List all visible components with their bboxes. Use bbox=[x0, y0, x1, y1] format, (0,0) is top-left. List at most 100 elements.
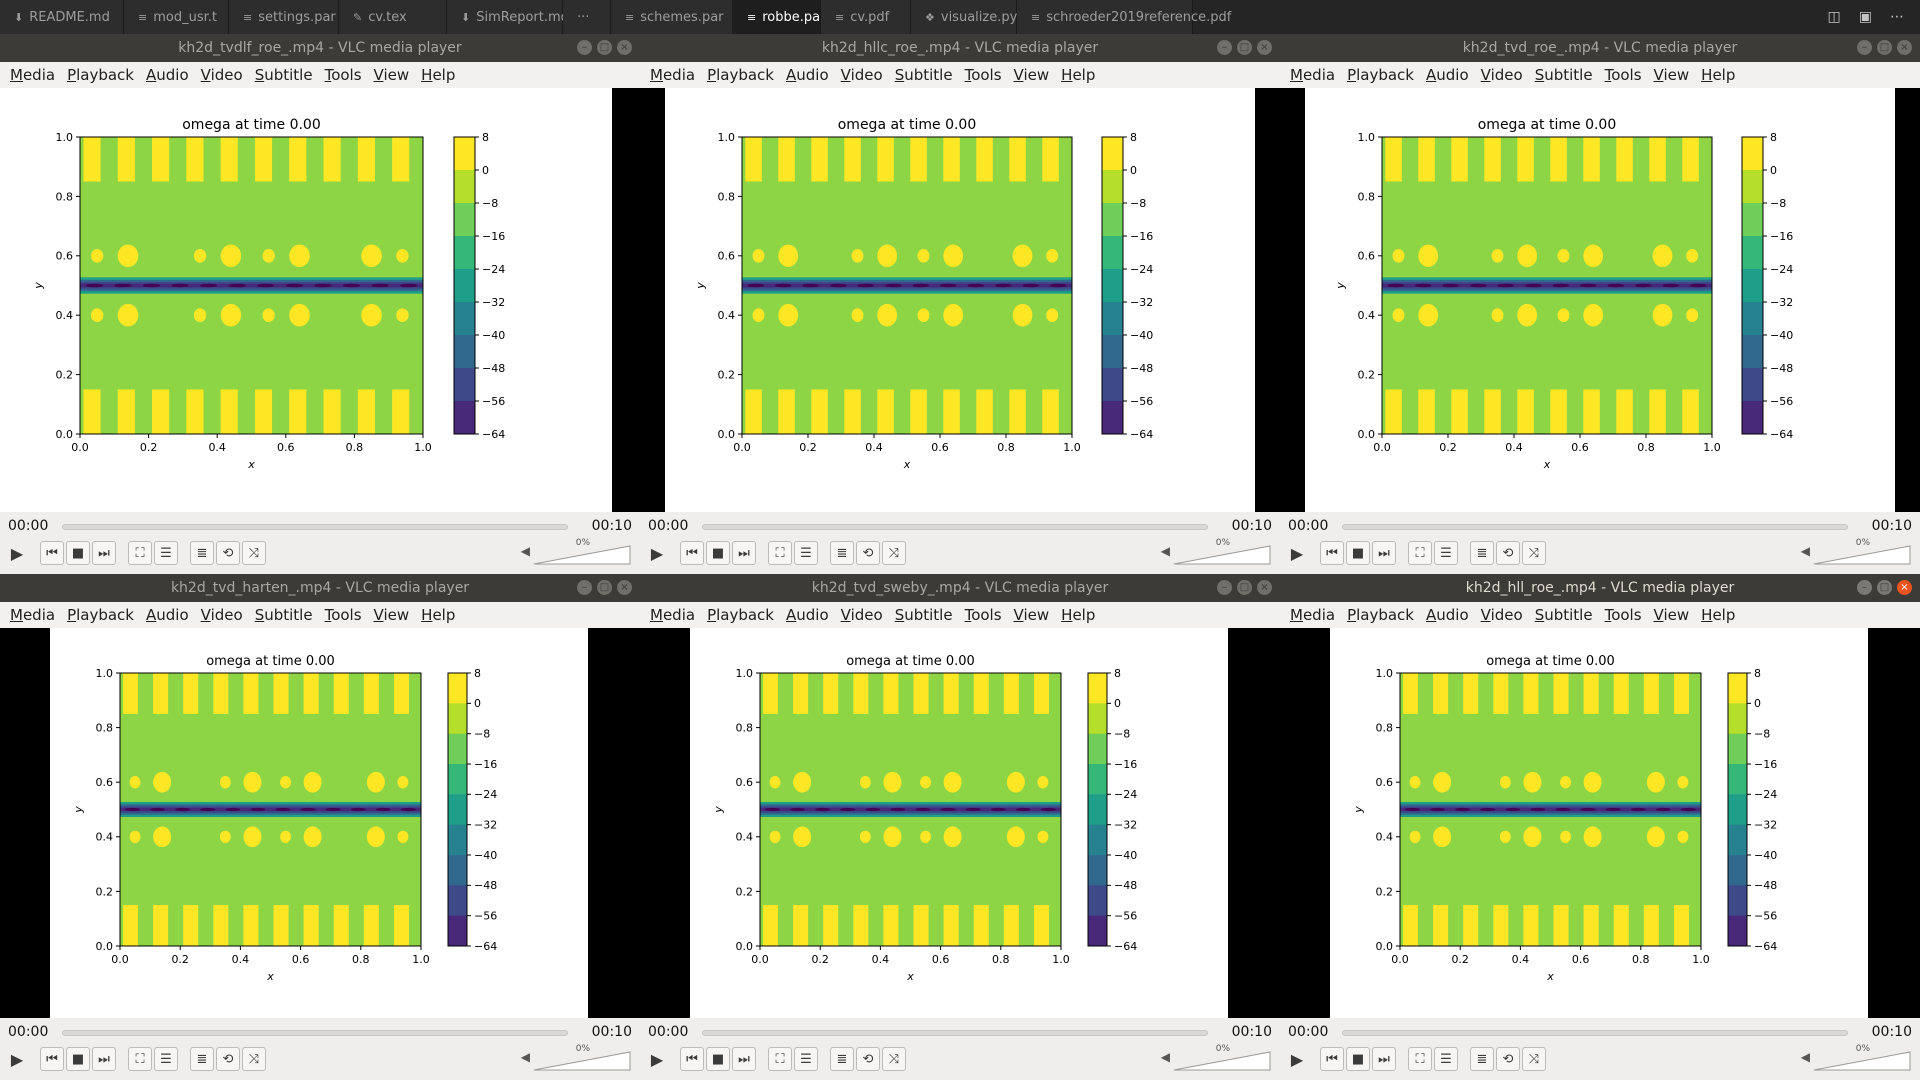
loop-icon[interactable]: ⟲ bbox=[216, 1047, 240, 1071]
editor-tab[interactable]: ≡ mod_usr.t bbox=[124, 0, 229, 34]
menu-item[interactable]: Media bbox=[650, 606, 696, 624]
editor-tab[interactable]: ≡ schemes.par bbox=[611, 0, 733, 34]
next-icon[interactable]: ⏭ bbox=[92, 1047, 116, 1071]
menu-item[interactable]: Help bbox=[1701, 66, 1736, 84]
loop-icon[interactable]: ⟲ bbox=[856, 1047, 880, 1071]
volume-icon[interactable]: ◀ bbox=[520, 544, 530, 558]
volume-slider[interactable] bbox=[1172, 542, 1272, 566]
menu-item[interactable]: Help bbox=[421, 606, 456, 624]
menu-item[interactable]: View bbox=[373, 606, 410, 624]
menu-item[interactable]: Subtitle bbox=[894, 606, 953, 624]
menu-item[interactable]: Help bbox=[1061, 606, 1096, 624]
shuffle-icon[interactable]: ⤨ bbox=[242, 1047, 266, 1071]
menu-item[interactable]: Audio bbox=[146, 606, 189, 624]
equalizer-icon[interactable]: ☰ bbox=[794, 1047, 818, 1071]
stop-icon[interactable]: ■ bbox=[1346, 541, 1370, 565]
previous-icon[interactable]: ⏮ bbox=[40, 1047, 64, 1071]
stop-icon[interactable]: ■ bbox=[66, 1047, 90, 1071]
menu-item[interactable]: Audio bbox=[786, 606, 829, 624]
menu-item[interactable]: View bbox=[1013, 66, 1050, 84]
menu-item[interactable]: Playback bbox=[707, 606, 774, 624]
menu-item[interactable]: Video bbox=[200, 606, 243, 624]
window-titlebar[interactable]: kh2d_hll_roe_.mp4 - VLC media player – □… bbox=[1280, 574, 1920, 602]
vlc-window[interactable]: kh2d_hll_roe_.mp4 - VLC media player – □… bbox=[1280, 574, 1920, 1080]
minimize-icon[interactable]: – bbox=[577, 40, 592, 55]
window-titlebar[interactable]: kh2d_tvd_harten_.mp4 - VLC media player … bbox=[0, 574, 640, 602]
menu-item[interactable]: Video bbox=[840, 66, 883, 84]
playlist-icon[interactable]: ≣ bbox=[830, 1047, 854, 1071]
volume-icon[interactable]: ◀ bbox=[1160, 1050, 1170, 1064]
close-icon[interactable]: × bbox=[1897, 40, 1912, 55]
maximize-icon[interactable]: □ bbox=[1877, 580, 1892, 595]
seek-bar[interactable] bbox=[702, 524, 1208, 530]
window-titlebar[interactable]: kh2d_hllc_roe_.mp4 - VLC media player – … bbox=[640, 34, 1280, 62]
editor-tab[interactable]: ≡ settings.par bbox=[229, 0, 339, 34]
fullscreen-icon[interactable]: ⛶ bbox=[1408, 1047, 1432, 1071]
shuffle-icon[interactable]: ⤨ bbox=[242, 541, 266, 565]
play-icon[interactable]: ▶ bbox=[650, 543, 664, 563]
play-icon[interactable]: ▶ bbox=[1290, 1049, 1304, 1069]
editor-tab[interactable]: ⬇ README.md bbox=[0, 0, 124, 34]
editor-tab[interactable]: ≡robbe.par× bbox=[733, 0, 844, 34]
menu-item[interactable]: Help bbox=[1701, 606, 1736, 624]
close-icon[interactable]: × bbox=[617, 580, 632, 595]
menu-item[interactable]: View bbox=[1013, 606, 1050, 624]
menu-item[interactable]: Help bbox=[421, 66, 456, 84]
seek-bar[interactable] bbox=[1342, 1030, 1848, 1036]
maximize-icon[interactable]: □ bbox=[1237, 580, 1252, 595]
video-area[interactable]: omega at time 0.00 0.0 0.2 0.4 0.6 0.8 1.0 0.0 0… bbox=[0, 628, 640, 1018]
video-area[interactable]: omega at time 0.00 0.0 0.2 0.4 0.6 0.8 1.0 0.0 0… bbox=[640, 88, 1280, 512]
menu-item[interactable]: Media bbox=[1290, 606, 1336, 624]
fullscreen-icon[interactable]: ⛶ bbox=[1408, 541, 1432, 565]
window-titlebar[interactable]: kh2d_tvd_sweby_.mp4 - VLC media player –… bbox=[640, 574, 1280, 602]
volume-icon[interactable]: ◀ bbox=[1800, 544, 1810, 558]
previous-icon[interactable]: ⏮ bbox=[40, 541, 64, 565]
volume-icon[interactable]: ◀ bbox=[1800, 1050, 1810, 1064]
close-icon[interactable]: × bbox=[1257, 580, 1272, 595]
seek-bar[interactable] bbox=[1342, 524, 1848, 530]
menu-item[interactable]: Subtitle bbox=[254, 66, 313, 84]
editor-tab[interactable]: ≡ cv.pdf bbox=[821, 0, 911, 34]
menu-item[interactable]: Playback bbox=[707, 66, 774, 84]
volume-slider[interactable] bbox=[1172, 1048, 1272, 1072]
menu-item[interactable]: Media bbox=[10, 606, 56, 624]
editor-tab[interactable]: ≡ schroeder2019reference.pdf bbox=[1017, 0, 1231, 34]
menu-item[interactable]: Help bbox=[1061, 66, 1096, 84]
loop-icon[interactable]: ⟲ bbox=[1496, 1047, 1520, 1071]
editor-tab[interactable]: ❖ visualize.py bbox=[911, 0, 1017, 34]
next-icon[interactable]: ⏭ bbox=[732, 541, 756, 565]
previous-icon[interactable]: ⏮ bbox=[680, 1047, 704, 1071]
split-editor-icon[interactable]: ◫ bbox=[1827, 9, 1841, 25]
equalizer-icon[interactable]: ☰ bbox=[1434, 1047, 1458, 1071]
close-icon[interactable]: × bbox=[1897, 580, 1912, 595]
volume-icon[interactable]: ◀ bbox=[1160, 544, 1170, 558]
minimize-icon[interactable]: – bbox=[1857, 580, 1872, 595]
playlist-icon[interactable]: ≣ bbox=[190, 1047, 214, 1071]
previous-icon[interactable]: ⏮ bbox=[1320, 541, 1344, 565]
vlc-window[interactable]: kh2d_tvd_roe_.mp4 - VLC media player – □… bbox=[1280, 34, 1920, 574]
seek-bar[interactable] bbox=[702, 1030, 1208, 1036]
stop-icon[interactable]: ■ bbox=[66, 541, 90, 565]
playlist-icon[interactable]: ≣ bbox=[830, 541, 854, 565]
menu-item[interactable]: Playback bbox=[1347, 66, 1414, 84]
menu-item[interactable]: Tools bbox=[324, 66, 362, 84]
menu-item[interactable]: Tools bbox=[1604, 606, 1642, 624]
menu-item[interactable]: Video bbox=[200, 66, 243, 84]
maximize-icon[interactable]: □ bbox=[597, 580, 612, 595]
playlist-icon[interactable]: ≣ bbox=[1470, 541, 1494, 565]
minimize-icon[interactable]: – bbox=[577, 580, 592, 595]
volume-slider[interactable] bbox=[532, 542, 632, 566]
window-titlebar[interactable]: kh2d_tvdlf_roe_.mp4 - VLC media player –… bbox=[0, 34, 640, 62]
menu-item[interactable]: Video bbox=[840, 606, 883, 624]
minimize-icon[interactable]: – bbox=[1857, 40, 1872, 55]
stop-icon[interactable]: ■ bbox=[706, 1047, 730, 1071]
fullscreen-icon[interactable]: ⛶ bbox=[128, 541, 152, 565]
loop-icon[interactable]: ⟲ bbox=[1496, 541, 1520, 565]
video-area[interactable]: omega at time 0.00 0.0 0.2 0.4 0.6 0.8 1.0 0.0 0… bbox=[1280, 628, 1920, 1018]
close-icon[interactable]: × bbox=[1257, 40, 1272, 55]
menu-item[interactable]: Media bbox=[650, 66, 696, 84]
equalizer-icon[interactable]: ☰ bbox=[154, 541, 178, 565]
menu-item[interactable]: View bbox=[1653, 606, 1690, 624]
equalizer-icon[interactable]: ☰ bbox=[794, 541, 818, 565]
previous-icon[interactable]: ⏮ bbox=[1320, 1047, 1344, 1071]
